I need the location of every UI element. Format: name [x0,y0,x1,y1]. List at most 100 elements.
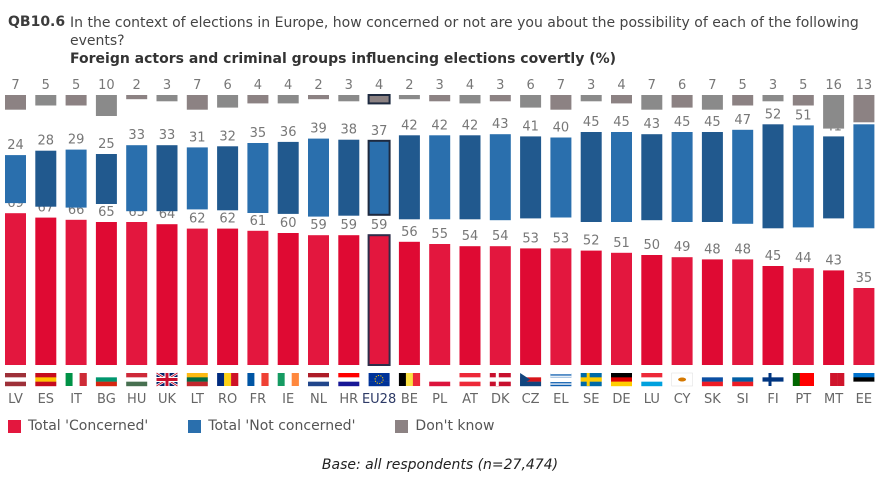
bar-not-concerned-be [398,135,420,220]
bar-not-concerned-lu [641,134,663,221]
bar-not-concerned-cy [671,132,693,222]
flag-mt-icon [823,373,845,386]
bar-dont-know-lv [5,95,26,110]
bar-dont-know-ro [217,95,239,108]
category-label-ro: RO [218,392,237,407]
bar-concerned-de [611,252,632,365]
legend-item-dont-know: Don't know [395,418,494,434]
flag-hr-icon [338,373,360,387]
category-label-uk: UK [158,392,177,407]
flag-lt-icon [186,373,208,387]
bar-concerned-fr [247,230,269,365]
label-dont-know-mt: 16 [825,78,842,93]
bar-dont-know-fi [762,95,784,102]
flag-be-icon [398,373,421,386]
category-label-es: ES [38,392,54,407]
flag-si-icon [732,373,754,387]
category-label-be: BE [401,392,418,407]
bar-concerned-hr [338,235,360,365]
label-not-concerned-cz: 41 [522,119,539,134]
label-concerned-el: 53 [553,231,570,246]
bar-group-be: 56 42 2 BE [398,78,421,407]
flag-ie-icon [277,373,299,386]
bar-dont-know-lu [641,95,663,110]
bar-dont-know-eu28 [367,94,391,105]
label-dont-know-lv: 7 [11,78,19,93]
label-dont-know-pt: 5 [799,78,807,93]
label-concerned-hr: 59 [341,218,358,233]
label-concerned-be: 56 [401,225,418,240]
label-dont-know-se: 3 [587,78,595,93]
label-dont-know-lt: 7 [193,78,201,93]
bar-group-bg: 65 25 10 BG [95,78,117,407]
bar-not-concerned-dk [489,134,511,221]
label-not-concerned-lv: 24 [7,138,24,153]
flag-hu-icon [126,373,148,387]
bar-not-concerned-de [611,132,632,222]
label-dont-know-eu28: 4 [375,78,383,93]
label-concerned-dk: 54 [492,229,509,244]
flag-pt-icon [792,373,814,386]
bar-group-eu28: 59 37 4 EU28 [362,78,396,407]
label-not-concerned-el: 40 [553,121,570,136]
bar-not-concerned-el [550,137,572,218]
label-concerned-ro: 62 [219,212,236,227]
bar-dont-know-fr [247,95,269,104]
category-label-mt: MT [824,392,843,407]
label-not-concerned-si: 47 [734,113,751,128]
bar-not-concerned-at [459,135,481,220]
bar-concerned-bg [95,222,117,365]
bar-not-concerned-cz [520,136,542,219]
category-label-hr: HR [339,392,358,407]
label-concerned-eu28: 59 [371,218,388,233]
category-label-eu28: EU28 [362,392,396,407]
category-label-de: DE [612,392,630,407]
category-label-el: EL [553,392,569,407]
bar-dont-know-cy [671,95,693,108]
label-concerned-ee: 35 [856,271,873,286]
label-dont-know-fi: 3 [769,78,777,93]
bar-dont-know-lt [186,95,208,110]
category-label-ie: IE [282,392,294,407]
label-not-concerned-hu: 33 [128,128,145,143]
label-dont-know-hr: 3 [345,78,353,93]
label-concerned-se: 52 [583,234,600,249]
bar-not-concerned-ie [277,141,299,214]
question-id: QB10.6 [8,14,66,30]
bar-dont-know-ie [277,95,299,104]
label-not-concerned-se: 45 [583,115,600,130]
flag-cy-icon [671,372,693,387]
flag-de-icon [611,373,632,387]
bar-dont-know-pt [792,95,814,106]
bar-group-de: 51 45 4 DE [611,78,632,407]
label-dont-know-at: 4 [466,78,474,93]
bar-not-concerned-bg [95,154,117,204]
flag-eu28-icon [368,373,390,387]
label-not-concerned-dk: 43 [492,117,509,132]
bar-group-pt: 44 51 5 PT [792,78,814,407]
label-concerned-pt: 44 [795,251,812,266]
label-concerned-ie: 60 [280,216,297,231]
bar-not-concerned-it [65,149,87,208]
bar-dont-know-it [65,95,87,106]
bar-not-concerned-ro [217,146,239,211]
label-concerned-pl: 55 [431,227,448,242]
bar-concerned-eu28 [367,234,391,366]
bar-not-concerned-fr [247,143,269,213]
bar-dont-know-sk [701,95,723,110]
category-label-it: IT [70,392,82,407]
bar-dont-know-el [550,95,572,110]
category-label-pl: PL [432,392,448,407]
bar-concerned-cy [671,257,693,365]
bar-group-pl: 55 42 3 PL [429,78,451,407]
label-concerned-mt: 43 [825,253,842,268]
label-concerned-sk: 48 [704,242,721,257]
bar-concerned-fi [762,266,784,365]
bar-not-concerned-se [580,132,602,222]
bar-group-ro: 62 32 6 RO [217,78,239,407]
legend-swatch-dont-know [395,419,409,433]
label-not-concerned-at: 42 [462,118,479,133]
